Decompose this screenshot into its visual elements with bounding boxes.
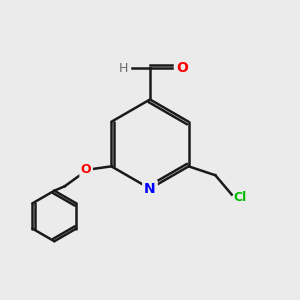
Text: O: O bbox=[81, 164, 92, 176]
Text: O: O bbox=[176, 61, 188, 75]
Text: N: N bbox=[144, 182, 156, 196]
Text: Cl: Cl bbox=[233, 191, 246, 204]
Text: H: H bbox=[119, 62, 129, 75]
